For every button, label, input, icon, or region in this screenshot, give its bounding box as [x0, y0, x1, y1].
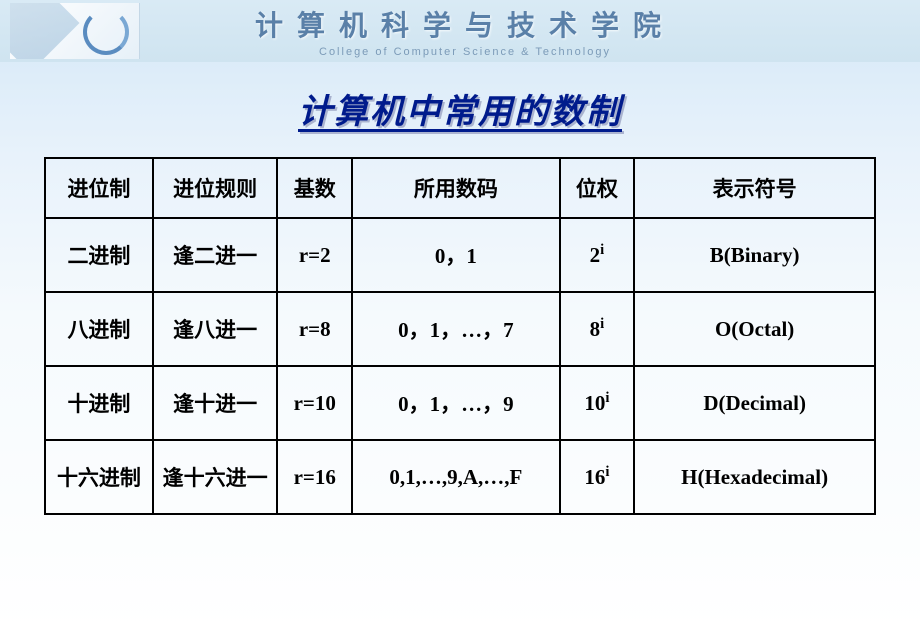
number-system-table: 进位制 进位规则 基数 所用数码 位权 表示符号 二进制 逢二进一 r=2 0，…: [44, 157, 876, 515]
table-row: 八进制 逢八进一 r=8 0，1，…，7 8i O(Octal): [45, 292, 875, 366]
table-row: 十进制 逢十进一 r=10 0，1，…，9 10i D(Decimal): [45, 366, 875, 440]
department-name-cn: 计算机科学与技术学院: [140, 4, 790, 44]
cell-radix: r=16: [277, 440, 352, 514]
cell-system: 八进制: [45, 292, 153, 366]
cell-digits: 0，1: [352, 218, 560, 292]
table-wrapper: 进位制 进位规则 基数 所用数码 位权 表示符号 二进制 逢二进一 r=2 0，…: [0, 157, 920, 515]
header-text-block: 计算机科学与技术学院 College of Computer Science &…: [140, 4, 920, 58]
cell-weight: 16i: [560, 440, 635, 514]
cell-radix: r=2: [277, 218, 352, 292]
col-weight: 位权: [560, 158, 635, 218]
header-band: 计算机科学与技术学院 College of Computer Science &…: [0, 0, 920, 62]
cell-symbol: O(Octal): [634, 292, 875, 366]
cell-symbol: B(Binary): [634, 218, 875, 292]
table-header-row: 进位制 进位规则 基数 所用数码 位权 表示符号: [45, 158, 875, 218]
col-symbol: 表示符号: [634, 158, 875, 218]
col-rule: 进位规则: [153, 158, 278, 218]
cell-weight: 2i: [560, 218, 635, 292]
table-row: 二进制 逢二进一 r=2 0，1 2i B(Binary): [45, 218, 875, 292]
col-digits: 所用数码: [352, 158, 560, 218]
cell-digits: 0,1,…,9,A,…,F: [352, 440, 560, 514]
slide-title: 计算机中常用的数制: [0, 84, 920, 133]
col-radix: 基数: [277, 158, 352, 218]
cell-weight: 8i: [560, 292, 635, 366]
cell-radix: r=10: [277, 366, 352, 440]
cell-rule: 逢十进一: [153, 366, 278, 440]
cell-rule: 逢八进一: [153, 292, 278, 366]
cell-system: 二进制: [45, 218, 153, 292]
cell-symbol: D(Decimal): [634, 366, 875, 440]
cell-digits: 0，1，…，7: [352, 292, 560, 366]
department-name-en: College of Computer Science & Technology: [140, 46, 790, 58]
university-logo: [10, 3, 140, 59]
cell-radix: r=8: [277, 292, 352, 366]
logo-swirl-icon: [83, 9, 129, 55]
col-system: 进位制: [45, 158, 153, 218]
cell-weight: 10i: [560, 366, 635, 440]
table-row: 十六进制 逢十六进一 r=16 0,1,…,9,A,…,F 16i H(Hexa…: [45, 440, 875, 514]
cell-system: 十六进制: [45, 440, 153, 514]
cell-symbol: H(Hexadecimal): [634, 440, 875, 514]
slide-title-text: 计算机中常用的数制: [298, 94, 622, 131]
cell-system: 十进制: [45, 366, 153, 440]
cell-digits: 0，1，…，9: [352, 366, 560, 440]
cell-rule: 逢二进一: [153, 218, 278, 292]
cell-rule: 逢十六进一: [153, 440, 278, 514]
